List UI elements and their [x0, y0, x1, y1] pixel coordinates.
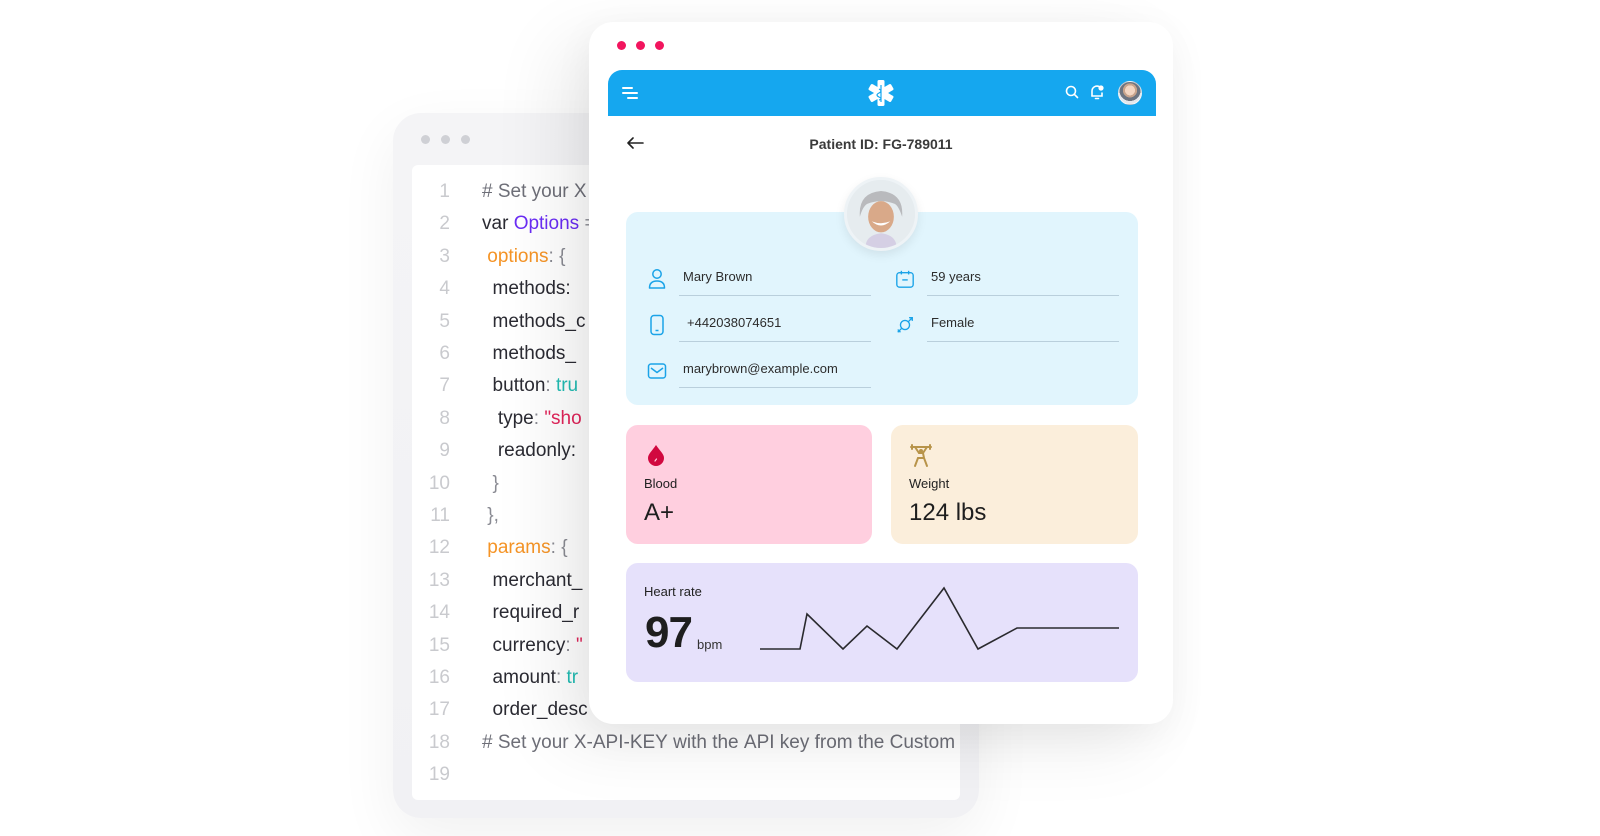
line-number: 11	[430, 505, 450, 526]
code-text: required_r	[482, 602, 580, 624]
line-number: 7	[439, 375, 450, 397]
line-number: 14	[428, 602, 450, 624]
code-line: 9 readonly:	[412, 436, 960, 466]
phone-icon	[650, 314, 664, 336]
code-text: merchant_	[482, 569, 583, 591]
line-number: 9	[439, 440, 450, 462]
code-text: methods_	[482, 343, 576, 364]
code-text: button: tru	[482, 375, 579, 397]
patient-app-window: Patient ID: FG-789011 Mary Brown 59 year…	[589, 22, 1173, 724]
line-number: 3	[439, 245, 450, 267]
line-number: 13	[428, 569, 450, 591]
calendar-icon	[896, 270, 914, 288]
line-number: 17	[428, 699, 450, 721]
code-text: methods:	[482, 278, 571, 300]
star-of-life-icon[interactable]	[867, 79, 895, 107]
code-line: 17 order_desc	[412, 695, 960, 725]
bell-icon[interactable]	[1088, 83, 1106, 101]
menu-icon[interactable]	[622, 85, 642, 101]
email-value[interactable]: marybrown@example.com	[679, 360, 871, 388]
blood-drop-icon	[648, 445, 664, 466]
line-number: 16	[428, 667, 450, 688]
window-dot[interactable]	[421, 135, 430, 144]
phone-value[interactable]: +442038074651	[679, 314, 871, 342]
window-dot[interactable]	[461, 135, 470, 144]
window-dot[interactable]	[655, 41, 664, 50]
code-text: type: "sho	[482, 407, 582, 429]
weight-card[interactable]: Weight 124 lbs	[891, 425, 1138, 544]
line-number: 12	[428, 537, 450, 559]
code-line: 6 methods_	[412, 339, 960, 369]
window-dot[interactable]	[636, 41, 645, 50]
code-line: 7 button: tru	[412, 371, 960, 401]
gender-icon	[897, 317, 913, 333]
window-controls	[617, 41, 664, 50]
code-line: 10 }	[412, 469, 960, 499]
code-text: var Options =	[482, 213, 596, 235]
heart-rate-value: 97	[645, 608, 693, 657]
arrow-left-icon[interactable]	[625, 135, 645, 151]
code-text: }	[482, 472, 499, 494]
code-text: readonly:	[482, 440, 576, 462]
heart-rate-label: Heart rate	[644, 584, 702, 599]
line-number: 1	[439, 181, 450, 202]
weight-value: 124 lbs	[909, 499, 987, 526]
code-text: methods_c	[482, 310, 586, 332]
heart-rate-unit: bpm	[697, 637, 723, 652]
window-dot[interactable]	[617, 41, 626, 50]
search-icon[interactable]	[1064, 84, 1080, 100]
blood-value: A+	[644, 499, 675, 526]
code-text: currency: "	[482, 634, 583, 656]
blood-card[interactable]: Blood A+	[626, 425, 872, 544]
mail-icon	[647, 363, 667, 379]
line-number: 5	[439, 310, 450, 332]
code-line: 16 amount: tr	[412, 663, 960, 693]
name-value[interactable]: Mary Brown	[679, 268, 871, 296]
code-line: 18 # Set your X-API-KEY with the API key …	[412, 728, 960, 758]
code-line: 8 type: "sho	[412, 404, 960, 434]
weight-label: Weight	[909, 476, 950, 491]
heart-rate-card[interactable]: Heart rate 97 bpm	[626, 563, 1138, 682]
code-text: params: {	[482, 537, 568, 559]
line-number: 19	[428, 764, 450, 786]
weightlifter-icon	[910, 444, 932, 467]
line-number: 6	[439, 343, 450, 364]
code-line: 13 merchant_	[412, 566, 960, 596]
user-avatar[interactable]	[1118, 81, 1142, 105]
code-text: },	[482, 505, 499, 526]
line-number: 15	[428, 634, 450, 656]
window-controls	[421, 135, 470, 144]
page-title: Patient ID: FG-789011	[809, 136, 953, 152]
line-number: 8	[439, 407, 450, 429]
code-line: 19	[412, 760, 960, 790]
line-number: 18	[428, 731, 450, 753]
code-text: # Set your X	[482, 181, 587, 202]
line-number: 2	[439, 213, 450, 235]
line-number: 10	[428, 472, 450, 494]
code-line: 4 methods:	[412, 274, 960, 304]
code-text: options: {	[482, 245, 566, 267]
code-text: # Set your X-API-KEY with the API key fr…	[482, 731, 956, 753]
heart-rate-sparkline	[760, 586, 1119, 651]
code-text: amount: tr	[482, 667, 579, 688]
user-icon	[648, 269, 666, 289]
code-line: 12 params: {	[412, 533, 960, 563]
gender-value[interactable]: Female	[927, 314, 1119, 342]
code-text: order_desc	[482, 699, 588, 721]
code-line: 15 currency: "	[412, 631, 960, 661]
line-number: 4	[439, 278, 450, 300]
blood-label: Blood	[644, 476, 678, 491]
code-line: 3 options: {	[412, 242, 960, 272]
code-line: 5 methods_c	[412, 307, 960, 337]
code-line: 1 # Set your X	[412, 177, 960, 207]
age-value[interactable]: 59 years	[927, 268, 1119, 296]
app-header	[608, 70, 1156, 116]
code-line: 11 },	[412, 501, 960, 531]
window-dot[interactable]	[441, 135, 450, 144]
code-line: 14 required_r	[412, 598, 960, 628]
patient-avatar[interactable]	[844, 177, 918, 251]
